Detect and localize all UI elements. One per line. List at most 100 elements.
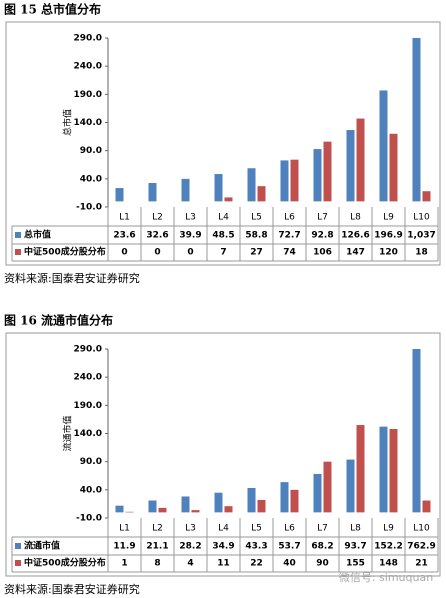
bar (313, 149, 322, 202)
chart-title: 图 15 总市值分布 (4, 2, 101, 17)
table-value: 11.9 (113, 542, 135, 552)
table-value: 68.2 (311, 542, 333, 552)
y-tick-label: 40.0 (80, 174, 102, 184)
y-axis-label: 总市值 (62, 109, 74, 136)
table-value: 196.9 (374, 231, 402, 241)
y-tick-label: 240.0 (74, 373, 102, 383)
bar (290, 489, 299, 513)
legend-label: 中证500成分股分布 (24, 246, 106, 258)
table-value: 43.3 (245, 542, 267, 552)
table-value: 93.7 (344, 542, 366, 552)
table-value: 7 (220, 248, 226, 258)
table-value: 40 (283, 559, 296, 569)
bar (323, 461, 332, 513)
y-tick-label: 240.0 (74, 62, 102, 72)
table-value: 58.8 (245, 231, 267, 241)
bar (422, 191, 431, 202)
bar (356, 425, 365, 513)
x-tick-label: L4 (218, 524, 229, 534)
x-tick-label: L9 (383, 524, 394, 534)
bar (224, 197, 233, 202)
table-value: 18 (415, 248, 428, 258)
table-value: 39.9 (179, 231, 201, 241)
bar (290, 159, 299, 202)
table-value: 126.6 (341, 231, 369, 241)
x-tick-label: L7 (317, 213, 328, 223)
x-tick-label: L6 (284, 213, 295, 223)
legend-swatch (15, 543, 21, 549)
y-tick-label: 290.0 (74, 345, 102, 355)
table-value: 148 (379, 559, 398, 569)
table-value: 147 (346, 248, 365, 258)
table-value: 11 (217, 559, 230, 569)
bar (181, 178, 190, 202)
x-tick-label: L5 (251, 524, 262, 534)
bar (313, 473, 322, 513)
bar (389, 428, 398, 513)
bars (115, 349, 431, 513)
table-value: 48.5 (212, 231, 234, 241)
y-tick-label: 190.0 (74, 90, 102, 100)
y-tick-label: 90.0 (80, 146, 102, 156)
bar (323, 141, 332, 202)
legend-label: 总市值 (24, 229, 51, 241)
bar (257, 186, 266, 202)
table-value: 92.8 (311, 231, 333, 241)
x-tick-label: L9 (383, 213, 394, 223)
legend-label: 流通市值 (24, 540, 60, 552)
table-value: 28.2 (179, 542, 201, 552)
table-value: 34.9 (212, 542, 234, 552)
table-value: 8 (154, 559, 160, 569)
bar (148, 500, 157, 513)
x-tick-label: L1 (119, 213, 130, 223)
bar (115, 505, 124, 513)
x-tick-label: L2 (152, 524, 163, 534)
legend-label: 中证500成分股分布 (24, 557, 106, 569)
table-value: 1,037 (407, 231, 435, 241)
bar (389, 133, 398, 202)
x-tick-label: L3 (185, 213, 196, 223)
x-tick-label: L6 (284, 524, 295, 534)
table-value: 762.9 (407, 542, 435, 552)
table-value: 0 (154, 248, 160, 258)
bars (115, 38, 431, 202)
legend-swatch (15, 232, 21, 238)
legend-swatch (15, 249, 21, 255)
bar (422, 500, 431, 513)
y-tick-label: 90.0 (80, 457, 102, 467)
y-tick-label: 140.0 (74, 118, 102, 128)
bar (379, 90, 388, 202)
chart-frame (5, 21, 441, 266)
bar (214, 492, 223, 513)
x-tick-label: L8 (350, 524, 361, 534)
bar (125, 511, 134, 513)
bar (214, 174, 223, 202)
bar (257, 499, 266, 513)
legend-swatch (15, 560, 21, 566)
table-value: 23.6 (113, 231, 135, 241)
chart-frame (5, 332, 441, 577)
bar (280, 482, 289, 513)
table-value: 0 (121, 248, 127, 258)
table-value: 22 (250, 559, 263, 569)
bar (247, 487, 256, 513)
table-value: 21 (415, 559, 428, 569)
table-value: 72.7 (278, 231, 300, 241)
table-value: 0 (187, 248, 193, 258)
bar (148, 183, 157, 202)
x-tick-label: L7 (317, 524, 328, 534)
bar (191, 510, 200, 513)
y-axis-label: 流通市值 (62, 415, 74, 451)
x-tick-label: L4 (218, 213, 229, 223)
bar (412, 38, 421, 202)
bar (346, 459, 355, 513)
bar (158, 507, 167, 513)
bar (247, 168, 256, 202)
bar (115, 188, 124, 202)
table-value: 4 (187, 559, 193, 569)
y-tick-label: 40.0 (80, 485, 102, 495)
table-value: 32.6 (146, 231, 168, 241)
y-tick-label: 140.0 (74, 429, 102, 439)
